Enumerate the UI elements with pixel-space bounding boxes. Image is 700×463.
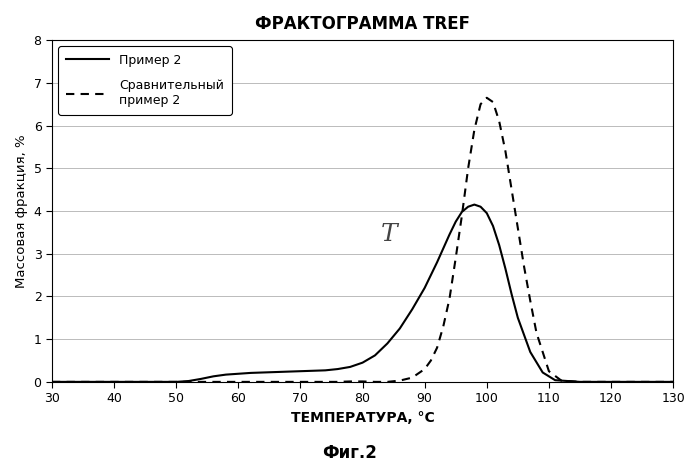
Пример 2	[321, 368, 330, 373]
Line: Сравнительный
пример 2: Сравнительный пример 2	[52, 98, 673, 382]
Сравнительный
пример 2	[445, 296, 454, 301]
Title: ФРАКТОГРАММА TREF: ФРАКТОГРАММА TREF	[255, 15, 470, 33]
Text: Т: Т	[382, 223, 398, 246]
Сравнительный
пример 2	[408, 375, 416, 381]
Пример 2	[246, 370, 255, 375]
Пример 2	[508, 292, 516, 297]
Пример 2	[408, 307, 416, 312]
Пример 2	[495, 243, 503, 248]
Сравнительный
пример 2	[358, 379, 367, 384]
Сравнительный
пример 2	[557, 378, 566, 383]
Сравнительный
пример 2	[495, 119, 503, 124]
Пример 2	[209, 374, 218, 379]
Сравнительный
пример 2	[296, 379, 304, 385]
Пример 2	[383, 341, 391, 346]
Line: Пример 2: Пример 2	[52, 205, 673, 382]
Пример 2	[445, 232, 454, 237]
Сравнительный
пример 2	[321, 379, 330, 385]
Сравнительный
пример 2	[470, 127, 479, 132]
Пример 2	[358, 360, 367, 365]
Пример 2	[669, 379, 678, 385]
Пример 2	[551, 377, 559, 383]
Пример 2	[371, 353, 379, 358]
X-axis label: ТЕМПЕРАТУРА, °C: ТЕМПЕРАТУРА, °C	[290, 411, 435, 425]
Сравнительный
пример 2	[545, 369, 553, 374]
Пример 2	[172, 379, 181, 385]
Пример 2	[346, 364, 354, 369]
Пример 2	[222, 372, 230, 377]
Сравнительный
пример 2	[458, 213, 466, 218]
Text: Фиг.2: Фиг.2	[323, 444, 377, 463]
Пример 2	[309, 368, 317, 374]
Сравнительный
пример 2	[508, 187, 516, 193]
Сравнительный
пример 2	[607, 379, 615, 385]
Пример 2	[296, 369, 304, 374]
Пример 2	[333, 366, 342, 372]
Пример 2	[184, 378, 192, 384]
Сравнительный
пример 2	[439, 324, 447, 329]
Сравнительный
пример 2	[526, 298, 535, 303]
Сравнительный
пример 2	[452, 255, 460, 261]
Сравнительный
пример 2	[421, 366, 429, 372]
Пример 2	[470, 202, 479, 207]
Пример 2	[576, 379, 584, 385]
Пример 2	[464, 204, 473, 209]
Сравнительный
пример 2	[464, 165, 473, 171]
Сравнительный
пример 2	[520, 264, 528, 269]
Сравнительный
пример 2	[477, 101, 485, 107]
Пример 2	[272, 369, 280, 375]
Сравнительный
пример 2	[532, 330, 540, 336]
Y-axis label: Массовая фракция, %: Массовая фракция, %	[15, 134, 28, 288]
Сравнительный
пример 2	[514, 225, 522, 231]
Пример 2	[395, 325, 404, 331]
Пример 2	[421, 285, 429, 291]
Пример 2	[197, 376, 205, 382]
Сравнительный
пример 2	[576, 379, 584, 385]
Пример 2	[514, 315, 522, 320]
Пример 2	[477, 204, 485, 209]
Сравнительный
пример 2	[489, 99, 497, 105]
Сравнительный
пример 2	[234, 379, 242, 385]
Пример 2	[526, 349, 535, 355]
Сравнительный
пример 2	[333, 379, 342, 385]
Сравнительный
пример 2	[427, 358, 435, 363]
Сравнительный
пример 2	[48, 379, 56, 385]
Пример 2	[284, 369, 292, 375]
Пример 2	[234, 371, 242, 376]
Пример 2	[482, 210, 491, 216]
Пример 2	[110, 379, 118, 385]
Сравнительный
пример 2	[482, 95, 491, 100]
Пример 2	[48, 379, 56, 385]
Сравнительный
пример 2	[383, 379, 391, 385]
Сравнительный
пример 2	[346, 379, 354, 384]
Сравнительный
пример 2	[669, 379, 678, 385]
Сравнительный
пример 2	[371, 379, 379, 385]
Пример 2	[607, 379, 615, 385]
Пример 2	[259, 369, 267, 375]
Сравнительный
пример 2	[433, 345, 441, 350]
Пример 2	[433, 259, 441, 265]
Пример 2	[501, 266, 510, 271]
Legend: Пример 2, Сравнительный
пример 2: Пример 2, Сравнительный пример 2	[58, 46, 232, 115]
Сравнительный
пример 2	[395, 378, 404, 383]
Пример 2	[452, 219, 460, 225]
Пример 2	[458, 209, 466, 215]
Сравнительный
пример 2	[501, 149, 510, 154]
Пример 2	[489, 223, 497, 229]
Пример 2	[538, 369, 547, 375]
